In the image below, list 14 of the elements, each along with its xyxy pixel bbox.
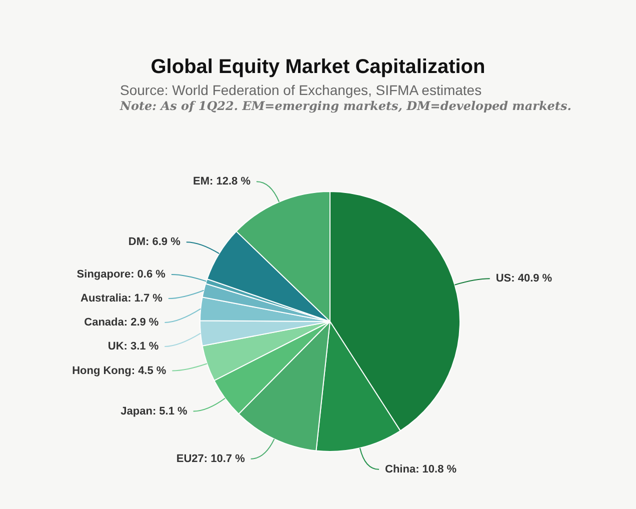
slice-label: EM: 12.8 % [193,176,251,188]
text: Note: As of 1Q22. EM=emerging markets, DM=developed markets. [120,99,572,113]
slice-label: Japan: 5.1 % [120,405,188,418]
slice-label: China: 10.8 % [385,463,457,476]
slice-label: DM: 6.9 % [128,236,181,248]
source-note: Source: World Federation of Exchanges, SIFMA estimates [120,82,482,98]
slice-label: Singapore: 0.6 % [76,268,166,281]
slice-label: Australia: 1.7 % [80,292,163,305]
slice-label: EU27: 10.7 % [176,452,246,465]
slice-label: Canada: 2.9 % [84,316,159,329]
slice-label: UK: 3.1 % [108,340,159,353]
chart-title: Global Equity Market Capitalization [150,56,486,79]
slice-label: US: 40.9 % [496,272,552,285]
slice-label: Hong Kong: 4.5 % [72,364,166,377]
